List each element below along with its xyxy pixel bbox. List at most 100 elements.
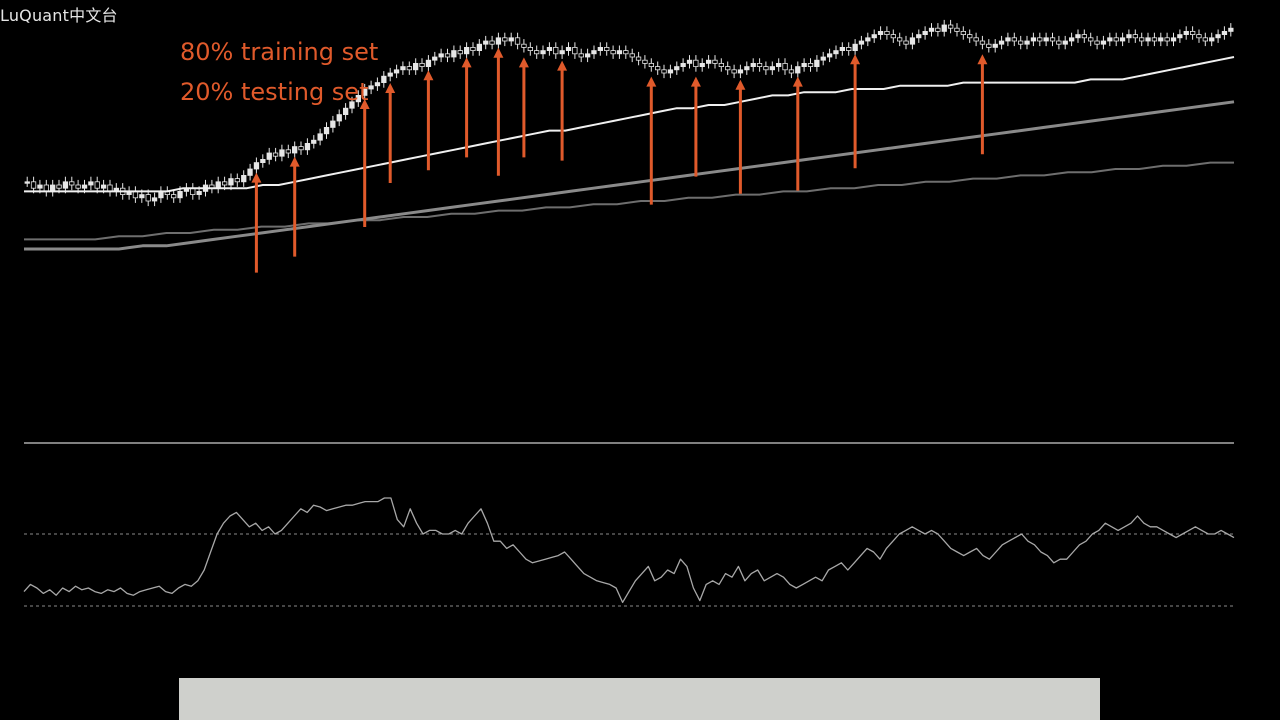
candle-body <box>909 37 916 45</box>
candle <box>782 58 788 75</box>
candle <box>1075 29 1081 43</box>
candle-body <box>1209 37 1215 42</box>
candle <box>1030 32 1037 47</box>
candle-body <box>744 66 750 71</box>
candle <box>126 186 132 200</box>
candle <box>674 61 680 75</box>
candle-body <box>686 59 693 64</box>
candle-body <box>865 37 871 42</box>
candle-body <box>788 69 795 74</box>
candle <box>763 61 769 75</box>
candle-body <box>635 56 642 61</box>
candle <box>623 45 629 59</box>
candle-body <box>253 162 260 170</box>
candle-body <box>444 53 451 58</box>
signal-arrow-head <box>359 99 370 109</box>
candle-body <box>1069 37 1075 42</box>
candle <box>1190 26 1196 40</box>
candle-body <box>75 184 81 189</box>
candle-body <box>922 30 928 35</box>
candle-body <box>597 47 603 52</box>
candle <box>756 58 763 72</box>
candle <box>425 55 432 72</box>
candle-body <box>400 66 406 71</box>
candle <box>795 61 801 79</box>
candle <box>502 32 508 47</box>
candle-body <box>1177 34 1183 39</box>
signal-arrow-head <box>518 57 529 68</box>
candle-body <box>610 50 616 55</box>
candle-body <box>661 69 667 74</box>
candle <box>553 42 559 59</box>
candles-layer <box>24 19 1234 207</box>
candle-body <box>56 184 62 189</box>
candle-body <box>725 66 731 71</box>
candle <box>1228 23 1234 37</box>
candle <box>266 147 272 165</box>
candle <box>941 19 947 37</box>
candle <box>890 29 896 43</box>
candle <box>846 42 852 56</box>
candle-body <box>1139 37 1145 42</box>
candle <box>1081 29 1087 43</box>
candle <box>1069 32 1075 47</box>
candle <box>680 58 686 72</box>
candle <box>451 45 457 63</box>
candle-body <box>1126 34 1132 39</box>
candle <box>247 163 253 181</box>
candle <box>463 42 470 59</box>
candle-body <box>1011 37 1017 42</box>
candle <box>546 42 553 56</box>
candle <box>393 64 400 79</box>
signal-arrow-head <box>646 76 657 87</box>
candle <box>151 192 158 207</box>
candle-body <box>916 34 922 39</box>
candle-body <box>578 53 584 58</box>
candle-body <box>355 95 362 103</box>
candle <box>699 58 705 72</box>
arrows-layer <box>251 47 988 273</box>
candle-body <box>1145 37 1151 42</box>
candle-body <box>241 174 247 183</box>
candle <box>884 26 890 40</box>
signal-arrow <box>977 54 988 155</box>
candle <box>470 42 476 56</box>
candle-body <box>948 24 954 29</box>
candle <box>865 32 871 47</box>
candle <box>1024 35 1030 50</box>
ma-slow-line <box>24 100 1235 251</box>
ma-long-line <box>24 161 1234 241</box>
candle-body <box>1005 37 1011 42</box>
candle-body <box>839 47 845 52</box>
candle-body <box>807 63 814 68</box>
candle-body <box>502 37 508 42</box>
candle <box>776 58 782 72</box>
candle-body <box>1049 37 1056 42</box>
candle-body <box>718 63 724 68</box>
candle <box>565 42 572 56</box>
candle <box>1196 29 1202 43</box>
candle-body <box>228 178 234 186</box>
signal-arrow <box>518 57 529 158</box>
candle <box>1088 32 1094 47</box>
candle-body <box>750 63 756 68</box>
candle <box>648 58 654 72</box>
candle-body <box>285 149 292 154</box>
candle <box>922 26 928 40</box>
candle-body <box>935 27 941 32</box>
candle <box>24 176 30 187</box>
candle-body <box>814 59 820 68</box>
candle <box>132 186 139 203</box>
candle-body <box>266 152 272 160</box>
candle-body <box>521 43 527 48</box>
candle <box>183 183 190 197</box>
candle <box>444 48 451 63</box>
candle <box>323 122 330 139</box>
candle-body <box>572 47 578 55</box>
candle <box>1056 35 1062 50</box>
candle <box>1221 26 1228 40</box>
candle-body <box>304 142 311 151</box>
candle <box>604 42 610 56</box>
candle <box>272 147 279 162</box>
